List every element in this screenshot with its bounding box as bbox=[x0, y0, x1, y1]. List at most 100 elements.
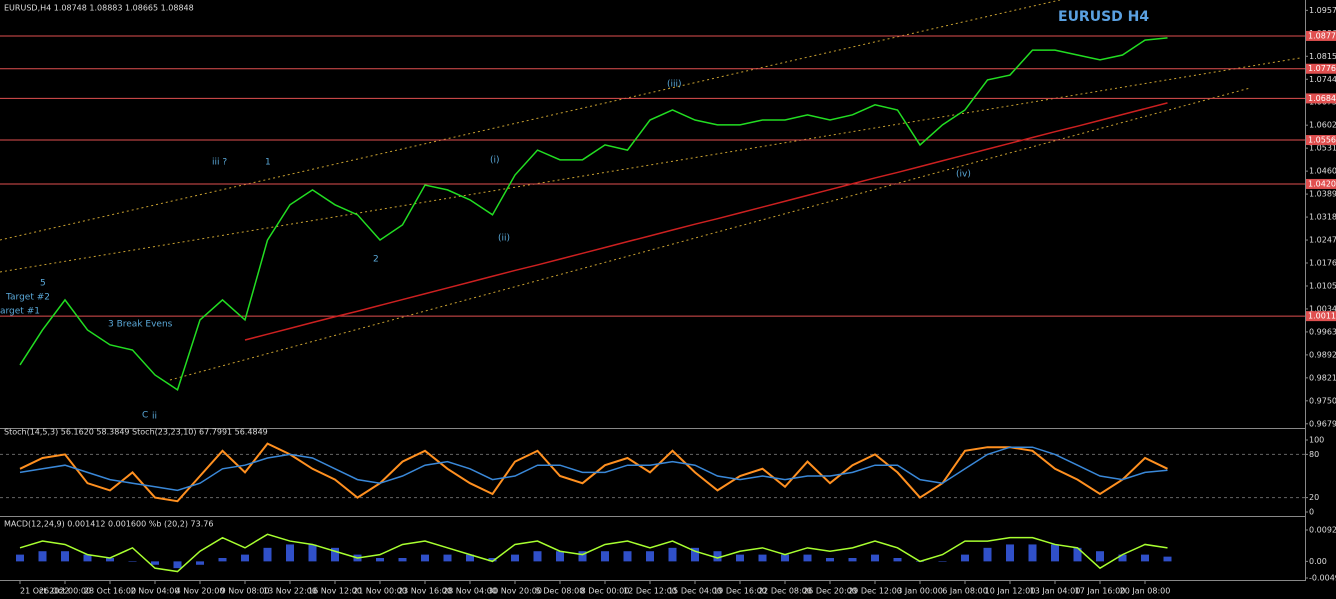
histogram-bar bbox=[421, 554, 429, 562]
y-tick-label: 20 bbox=[1309, 493, 1319, 502]
annotation: C bbox=[142, 411, 148, 421]
y-tick-label: 0.00 bbox=[1309, 557, 1327, 566]
x-tick-label: 22 Dec 08:00 bbox=[758, 587, 812, 596]
annotation: 1 bbox=[265, 158, 271, 168]
histogram-bar bbox=[511, 554, 519, 562]
histogram-bar bbox=[466, 554, 474, 562]
annotation: (iii) bbox=[667, 80, 682, 90]
histogram-bar bbox=[646, 551, 654, 562]
histogram-bar bbox=[128, 561, 137, 562]
series-line bbox=[244, 102, 1168, 341]
x-tick-label: 29 Dec 12:00 bbox=[848, 587, 902, 596]
histogram-bar bbox=[218, 557, 227, 562]
channel-line bbox=[0, 0, 1061, 241]
histogram-bar bbox=[151, 561, 159, 565]
level-label-box bbox=[1306, 30, 1336, 41]
y-tick-label: 1.04600 bbox=[1309, 167, 1336, 176]
y-tick-label: 80 bbox=[1309, 450, 1319, 459]
series-line bbox=[19, 37, 1168, 391]
y-tick-label: 1.05310 bbox=[1309, 144, 1336, 153]
histogram-bar bbox=[286, 544, 294, 562]
annotation: 2 bbox=[373, 255, 379, 265]
x-tick-label: 15 Dec 04:00 bbox=[668, 587, 722, 596]
annotation: (i) bbox=[490, 156, 500, 166]
series-line bbox=[19, 533, 1168, 573]
histogram-bar bbox=[961, 554, 969, 562]
histogram-bar bbox=[781, 554, 789, 562]
histogram-bar bbox=[241, 554, 249, 562]
histogram-bar bbox=[488, 557, 497, 562]
histogram-bar bbox=[803, 554, 812, 562]
x-tick-label: 5 Dec 08:00 bbox=[536, 587, 585, 596]
panel-title: Stoch(14,5,3) 56.1620 58.3849 Stoch(23,2… bbox=[4, 428, 268, 437]
level-label-box bbox=[1306, 178, 1336, 189]
channel-line bbox=[169, 87, 1251, 381]
x-tick-label: 20 Jan 08:00 bbox=[1120, 587, 1171, 596]
histogram-bar bbox=[556, 551, 564, 562]
header: EURUSD,H4 1.08748 1.08883 1.08665 1.0884… bbox=[4, 4, 194, 13]
y-tick-label: 1.07440 bbox=[1309, 75, 1336, 84]
y-tick-label: 1.01050 bbox=[1309, 281, 1336, 290]
annotation: arget #1 bbox=[0, 307, 40, 317]
level-label: 1.08779 bbox=[1308, 31, 1336, 40]
annotation: (ii) bbox=[498, 234, 510, 244]
chart-title: EURUSD H4 bbox=[1058, 9, 1149, 25]
y-tick-label: 1.02470 bbox=[1309, 236, 1336, 245]
histogram-bar bbox=[61, 551, 69, 562]
level-label: 1.00118 bbox=[1308, 312, 1336, 321]
y-tick-label: 1.03890 bbox=[1309, 190, 1336, 199]
x-tick-label: 16 Nov 12:00 bbox=[308, 587, 362, 596]
histogram-bar bbox=[398, 557, 407, 562]
x-tick-label: 28 Nov 04:00 bbox=[443, 587, 497, 596]
histogram-bar bbox=[848, 557, 857, 562]
x-tick-label: 8 Dec 00:00 bbox=[581, 587, 630, 596]
series-line bbox=[19, 446, 1168, 492]
histogram-bar bbox=[533, 551, 542, 562]
y-tick-label: 1.03180 bbox=[1309, 213, 1336, 222]
histogram-bar bbox=[758, 554, 767, 562]
annotation: 5 bbox=[40, 279, 46, 289]
annotation: (iv) bbox=[956, 170, 971, 180]
panel-borders bbox=[0, 0, 1306, 581]
y-tick-label: 1.06020 bbox=[1309, 121, 1336, 130]
histogram-bar bbox=[16, 554, 24, 562]
y-tick-label: -0.004909 bbox=[1309, 574, 1336, 583]
x-tick-label: 30 Nov 20:00 bbox=[488, 587, 542, 596]
x-tick-label: 9 Nov 08:00 bbox=[221, 587, 270, 596]
histogram-bar bbox=[83, 554, 92, 562]
x-tick-label: 10 Jan 12:00 bbox=[985, 587, 1036, 596]
x-tick-label: 17 Jan 16:00 bbox=[1075, 587, 1126, 596]
x-tick-label: 6 Jan 08:00 bbox=[942, 587, 988, 596]
histogram-bar bbox=[38, 551, 47, 562]
level-label-box bbox=[1306, 63, 1336, 74]
histogram-bar bbox=[308, 544, 317, 562]
y-tick-label: 0.009269 bbox=[1309, 526, 1336, 535]
histogram-bar bbox=[173, 561, 182, 569]
annotation: ii bbox=[152, 412, 157, 422]
y-tick-label: 0.99630 bbox=[1309, 327, 1336, 336]
histogram-bar bbox=[826, 557, 834, 562]
histogram-bar bbox=[601, 551, 609, 562]
x-tick-label: 3 Jan 00:00 bbox=[897, 587, 943, 596]
histogram-bar bbox=[1006, 544, 1014, 562]
x-tick-label: 4 Nov 20:00 bbox=[176, 587, 225, 596]
histogram-bar bbox=[893, 557, 902, 562]
level-label: 1.04204 bbox=[1308, 179, 1336, 188]
y-tick-label: 1.00340 bbox=[1309, 304, 1336, 313]
level-label-box bbox=[1306, 311, 1336, 322]
level-label-box bbox=[1306, 135, 1336, 146]
annotation: 3 Break Evens bbox=[108, 320, 173, 330]
annotation: Target #2 bbox=[5, 293, 50, 303]
histogram-bar bbox=[691, 547, 699, 562]
x-tick-label: 26 Dec 20:00 bbox=[803, 587, 857, 596]
y-tick-label: 1.09570 bbox=[1309, 6, 1336, 15]
x-tick-label: 26 Oct 00:00 bbox=[39, 587, 91, 596]
histogram-bar bbox=[1096, 551, 1104, 562]
histogram-bar bbox=[578, 551, 587, 562]
